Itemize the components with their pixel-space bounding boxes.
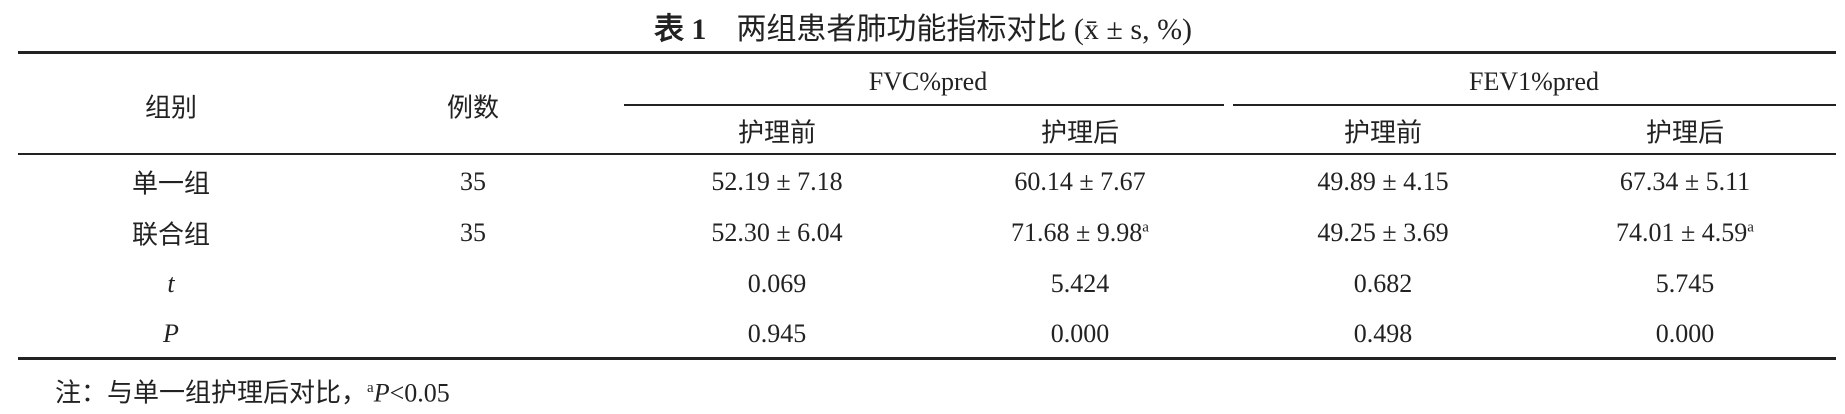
cell-text: P — [163, 319, 179, 348]
table-note: 注：与单一组护理后对比，aP<0.05 — [55, 373, 450, 410]
cell-text: 52.30 ± 6.04 — [711, 218, 843, 247]
table-cell: 52.30 ± 6.04 — [711, 218, 842, 248]
table-cell: 52.19 ± 7.18 — [711, 167, 842, 197]
cell-text: 单一组 — [131, 169, 211, 199]
table-cell: 74.01 ± 4.59a — [1616, 218, 1754, 248]
note-suffix: <0.05 — [389, 378, 450, 408]
cell-sup: a — [1142, 219, 1149, 236]
cell-text: 49.89 ± 4.15 — [1317, 167, 1449, 196]
table-cell: 0.682 — [1354, 269, 1413, 299]
table-cell: 35 — [460, 218, 486, 248]
table-cell: 49.89 ± 4.15 — [1317, 167, 1448, 197]
header-rule — [18, 153, 1836, 155]
table-cell: 5.424 — [1051, 269, 1110, 299]
header-sub: 护理前 — [737, 118, 817, 148]
table-cell: 0.945 — [748, 319, 807, 349]
cell-text: 35 — [460, 167, 486, 196]
span-rule — [1233, 104, 1836, 106]
title-label: 表 1 — [653, 13, 707, 46]
title-text: 两组患者肺功能指标对比 (x̄ ± s, %) — [736, 13, 1193, 46]
header-sub: 护理后 — [1645, 118, 1725, 148]
span-rule — [624, 104, 1224, 106]
cell-text: 0.000 — [1050, 319, 1110, 348]
cell-text: 52.19 ± 7.18 — [711, 167, 843, 196]
cell-text: 5.745 — [1655, 269, 1715, 298]
header-sub: 护理前 — [1343, 118, 1423, 148]
cell-text: 0.945 — [747, 319, 807, 348]
table-cell: 49.25 ± 3.69 — [1317, 218, 1448, 248]
table-cell: P — [163, 319, 179, 349]
table-cell: t — [167, 269, 174, 299]
table-cell: 0.000 — [1051, 319, 1110, 349]
cell-text: 74.01 ± 4.59 — [1616, 218, 1748, 247]
cell-text: 35 — [460, 218, 486, 247]
cell-text: 67.34 ± 5.11 — [1619, 167, 1751, 196]
note-prefix: 注：与单一组护理后对比， — [55, 378, 368, 408]
top-rule — [18, 51, 1836, 54]
cell-text: 0.498 — [1353, 319, 1413, 348]
note-sup: a — [367, 379, 374, 396]
table-cell: 71.68 ± 9.98a — [1011, 218, 1149, 248]
table-cell: 35 — [460, 167, 486, 197]
table-cell: 单一组 — [132, 164, 210, 201]
table-cell: 0.000 — [1656, 319, 1715, 349]
cell-text: 0.000 — [1655, 319, 1715, 348]
header-cell: 组别 — [144, 93, 198, 123]
header-sub: 护理后 — [1040, 118, 1120, 148]
table-cell: 67.34 ± 5.11 — [1620, 167, 1750, 197]
table-title: 表 1 两组患者肺功能指标对比 (x̄ ± s, %) — [654, 4, 1192, 48]
table-cell: 0.069 — [748, 269, 807, 299]
cell-text: 71.68 ± 9.98 — [1011, 218, 1143, 247]
table-cell: 60.14 ± 7.67 — [1014, 167, 1145, 197]
cell-text: 0.682 — [1353, 269, 1413, 298]
cell-text: 5.424 — [1050, 269, 1110, 298]
header-cell: 例数 — [446, 93, 500, 123]
header-span: FVC%pred — [868, 67, 988, 96]
cell-text: 60.14 ± 7.67 — [1014, 167, 1146, 196]
table-cell: 联合组 — [132, 215, 210, 252]
cell-text: 联合组 — [131, 220, 211, 250]
cell-sup: a — [1747, 219, 1754, 236]
cell-text: 49.25 ± 3.69 — [1317, 218, 1449, 247]
table-cell: 5.745 — [1656, 269, 1715, 299]
cell-text: t — [167, 269, 175, 298]
table-cell: 0.498 — [1354, 319, 1413, 349]
cell-text: 0.069 — [747, 269, 807, 298]
note-italic: P — [373, 378, 390, 408]
bottom-rule — [18, 357, 1836, 360]
header-span: FEV1%pred — [1469, 67, 1599, 96]
